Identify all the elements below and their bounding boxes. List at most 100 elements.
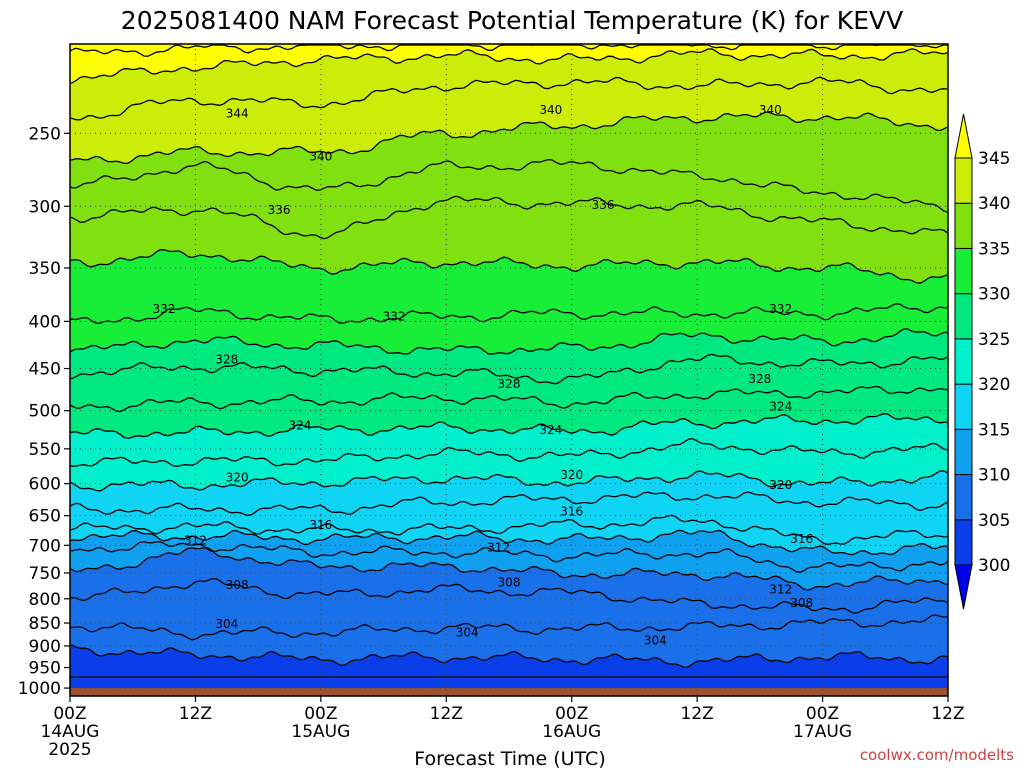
colorbar-segment [954, 157, 973, 204]
isentrope-line [70, 577, 948, 614]
temperature-band [70, 615, 948, 668]
x-date-label: 16AUG [542, 722, 601, 742]
isentrope-line [70, 48, 948, 84]
contour-label: 340 [309, 150, 332, 164]
isentrope-line [70, 547, 948, 591]
colorbar-tick-label: 325 [978, 330, 1010, 350]
x-year-label: 2025 [48, 740, 91, 760]
temperature-band [70, 354, 948, 412]
x-date-label: 15AUG [291, 722, 350, 742]
y-tick-label: 500 [29, 402, 61, 422]
contour-label: 332 [769, 302, 792, 316]
temperature-band [70, 77, 948, 164]
chart-title: 2025081400 NAM Forecast Potential Temper… [121, 6, 903, 35]
x-tick-label: 00Z [806, 704, 839, 724]
isentrope-line [70, 514, 948, 545]
isentrope-line [70, 328, 948, 355]
x-date-label: 14AUG [41, 722, 100, 742]
temperature-fill-layer [70, 44, 948, 696]
plot-frame [69, 43, 949, 697]
isentrope-line [70, 470, 948, 492]
isentrope-line [70, 249, 948, 284]
contour-label: 308 [790, 596, 813, 610]
temperature-band [70, 438, 948, 491]
colorbar-min-arrow [954, 564, 973, 610]
ground-surface [70, 688, 948, 696]
isentrope-contour-layer [70, 44, 948, 678]
y-tick-label: 950 [29, 659, 61, 679]
contour-label: 308 [498, 575, 521, 589]
colorbar: 300 305 310 315 320 325 330 335 340 345 [954, 113, 1010, 610]
y-tick-label: 700 [29, 536, 61, 556]
contour-label: 340 [759, 103, 782, 117]
temperature-band [70, 303, 948, 355]
contour-label: 320 [769, 478, 792, 492]
contour-label: 304 [644, 634, 667, 648]
colorbar-tick-label: 310 [978, 466, 1010, 486]
contour-label: 316 [560, 504, 583, 518]
isentrope-line [70, 158, 948, 213]
temperature-band [70, 328, 948, 384]
colorbar-segment [954, 247, 973, 295]
isentrope-line [70, 353, 948, 385]
contour-label: 332 [153, 302, 176, 316]
contour-label: 304 [215, 617, 238, 631]
contour-label: 312 [487, 541, 510, 555]
colorbar-tick-label: 340 [978, 194, 1010, 214]
isentrope-line [70, 437, 948, 468]
contour-label: 328 [748, 372, 771, 386]
temperature-band [70, 249, 948, 324]
contour-label-layer: 344 340 340 340 336 336 332 332 332 328 328 328 324 3… [153, 103, 814, 648]
y-tick-label: 250 [29, 124, 61, 144]
colorbar-segment [954, 338, 973, 385]
temperature-band [70, 44, 948, 57]
colorbar-segment [954, 474, 973, 521]
colorbar-segment [954, 519, 973, 566]
x-axis-title: Forecast Time (UTC) [414, 748, 605, 768]
contour-label: 304 [456, 625, 479, 639]
isentrope-line [70, 644, 948, 668]
colorbar-tick-label: 320 [978, 375, 1010, 395]
colorbar-tick-label: 330 [978, 285, 1010, 305]
credit-text: coolwx.com/modelts [860, 746, 1014, 764]
contour-label: 312 [184, 534, 207, 548]
x-tick-label: 00Z [555, 704, 588, 724]
temperature-band [70, 515, 948, 555]
y-tick-label: 650 [29, 507, 61, 527]
temperature-band [70, 530, 948, 573]
contour-label: 336 [592, 198, 615, 212]
temperature-band [70, 196, 948, 284]
temperature-band [70, 159, 948, 239]
y-tick-label: 600 [29, 475, 61, 495]
y-tick-label: 350 [29, 259, 61, 279]
temperature-band [70, 541, 948, 590]
x-tick-label: 12Z [179, 704, 212, 724]
contour-label: 328 [498, 377, 521, 391]
temperature-band [70, 112, 948, 213]
contour-label: 320 [226, 471, 249, 485]
isentrope-line [70, 385, 948, 413]
temperature-band [70, 492, 948, 545]
y-tick-label: 550 [29, 440, 61, 460]
y-tick-label: 450 [29, 360, 61, 380]
isentrope-line [70, 44, 948, 57]
colorbar-tick-label: 315 [978, 420, 1010, 440]
x-tick-label: 00Z [304, 704, 337, 724]
y-tick-label: 850 [29, 614, 61, 634]
temperature-band [70, 45, 948, 83]
colorbar-segment [954, 293, 973, 340]
contour-label: 336 [268, 203, 291, 217]
temperature-band [70, 413, 948, 467]
contour-label: 312 [769, 583, 792, 597]
colorbar-max-arrow [954, 113, 973, 159]
y-tick-label: 800 [29, 590, 61, 610]
y-tick-label: 400 [29, 312, 61, 332]
isentrope-line [70, 529, 948, 556]
colorbar-tick-label: 300 [978, 556, 1010, 576]
contour-label: 324 [288, 419, 311, 433]
temperature-band [70, 645, 948, 677]
colorbar-tick-label: 335 [978, 239, 1010, 259]
